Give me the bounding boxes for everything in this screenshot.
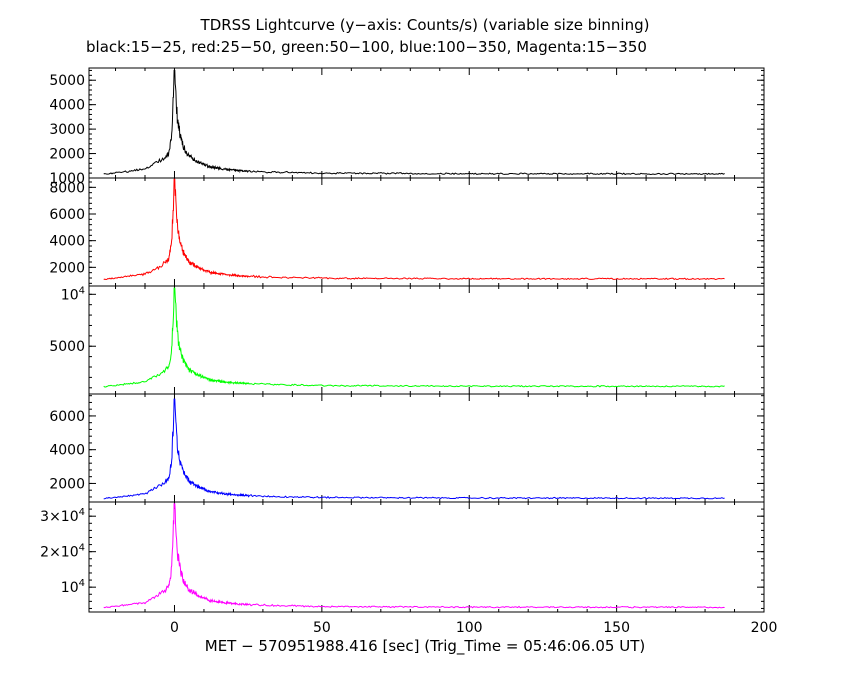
y-tick-label: 2000 xyxy=(49,476,85,492)
y-tick-label: 6000 xyxy=(49,409,85,425)
y-tick-label: 5000 xyxy=(49,73,85,89)
panel-1: 1000 2000 3000 4000 5000 xyxy=(49,67,765,187)
x-axis-label: MET − 570951988.416 [sec] (Trig_Time = 0… xyxy=(204,637,646,655)
x-tick-label: 50 xyxy=(313,620,331,636)
y-tick-label: 8000 xyxy=(49,180,85,196)
series-line-5 xyxy=(103,503,725,609)
y-tick-label: 4000 xyxy=(49,443,85,459)
y-tick-label: 4000 xyxy=(49,234,85,250)
y-tick-label: 104 xyxy=(61,578,85,596)
panel-2: 2000 4000 6000 8000 xyxy=(49,177,765,287)
panel-frame xyxy=(88,393,765,503)
panel-frame xyxy=(88,177,765,287)
panel-4: 2000 4000 6000 xyxy=(49,393,765,503)
panel-3: 5000 104 xyxy=(49,285,765,395)
panel-frame xyxy=(88,67,765,179)
y-tick-label: 2000 xyxy=(49,260,85,276)
series-line-4 xyxy=(103,398,725,500)
panel-frame xyxy=(88,285,765,395)
x-tick-label: 150 xyxy=(603,620,630,636)
panel-frame xyxy=(88,501,765,613)
series-line-3 xyxy=(103,287,725,388)
x-tick-label: 200 xyxy=(751,620,778,636)
y-tick-label: 3000 xyxy=(49,122,85,138)
y-tick-label: 1000 xyxy=(49,171,85,187)
panel-5: 104 2×104 3×104 xyxy=(40,501,765,613)
y-tick-label: 2×104 xyxy=(40,543,85,561)
y-tick-label: 2000 xyxy=(49,147,85,163)
y-tick-label: 5000 xyxy=(49,339,85,355)
x-tick-label: 0 xyxy=(170,620,179,636)
chart-title: TDRSS Lightcurve (y−axis: Counts/s) (var… xyxy=(200,16,650,34)
x-tick-label: 100 xyxy=(456,620,483,636)
chart-subtitle: black:15−25, red:25−50, green:50−100, bl… xyxy=(86,38,647,56)
y-tick-label: 104 xyxy=(61,285,85,303)
y-tick-label: 4000 xyxy=(49,98,85,114)
y-tick-label: 6000 xyxy=(49,207,85,223)
series-line-1 xyxy=(103,69,725,176)
series-line-2 xyxy=(103,178,725,281)
y-tick-label: 3×104 xyxy=(40,507,85,525)
